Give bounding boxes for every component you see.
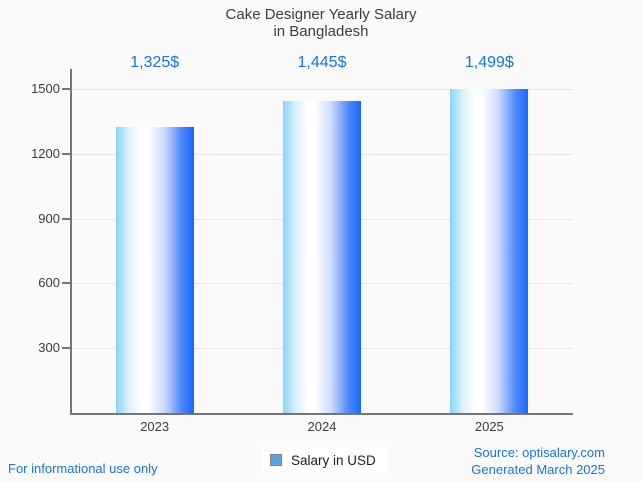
bar-value-label: 1,499$ <box>464 54 514 71</box>
generated-line: Generated March 2025 <box>471 462 605 477</box>
chart-title: Cake Designer Yearly Salary in Banglades… <box>0 6 642 40</box>
bar-2023 <box>115 126 194 413</box>
y-axis-tick <box>62 88 70 90</box>
y-axis-tick-label: 600 <box>38 275 60 291</box>
x-axis-label: 2024 <box>307 419 337 434</box>
legend: Salary in USD <box>261 447 388 473</box>
legend-marker-square-icon <box>270 454 282 466</box>
chart-title-line2: in Bangladesh <box>273 23 369 40</box>
y-axis-tick <box>62 347 70 350</box>
y-axis-tick-label: 300 <box>38 340 60 356</box>
x-axis-label: 2025 <box>474 419 504 434</box>
bar-2025 <box>450 89 529 413</box>
y-axis-tick <box>62 217 70 220</box>
x-axis-label: 2023 <box>140 419 170 434</box>
bar-value-label: 1,445$ <box>297 54 347 71</box>
y-axis-tick <box>62 152 70 155</box>
footer-source: Source: optisalary.com Generated March 2… <box>471 444 605 478</box>
source-line: Source: optisalary.com <box>473 445 605 460</box>
y-axis-tick-label: 1200 <box>31 145 60 161</box>
y-axis-tick <box>62 282 70 285</box>
y-axis-tick-label: 900 <box>38 210 60 226</box>
y-axis-line <box>70 69 72 415</box>
gridline <box>72 89 573 90</box>
x-axis-line <box>70 413 573 415</box>
y-axis-tick-label: 1500 <box>31 81 60 96</box>
bar-value-label: 1,325$ <box>130 54 180 71</box>
bar-2024 <box>283 100 361 413</box>
chart-title-line1: Cake Designer Yearly Salary <box>225 6 417 23</box>
legend-label: Salary in USD <box>291 452 376 468</box>
footer-disclaimer: For informational use only <box>8 461 158 476</box>
